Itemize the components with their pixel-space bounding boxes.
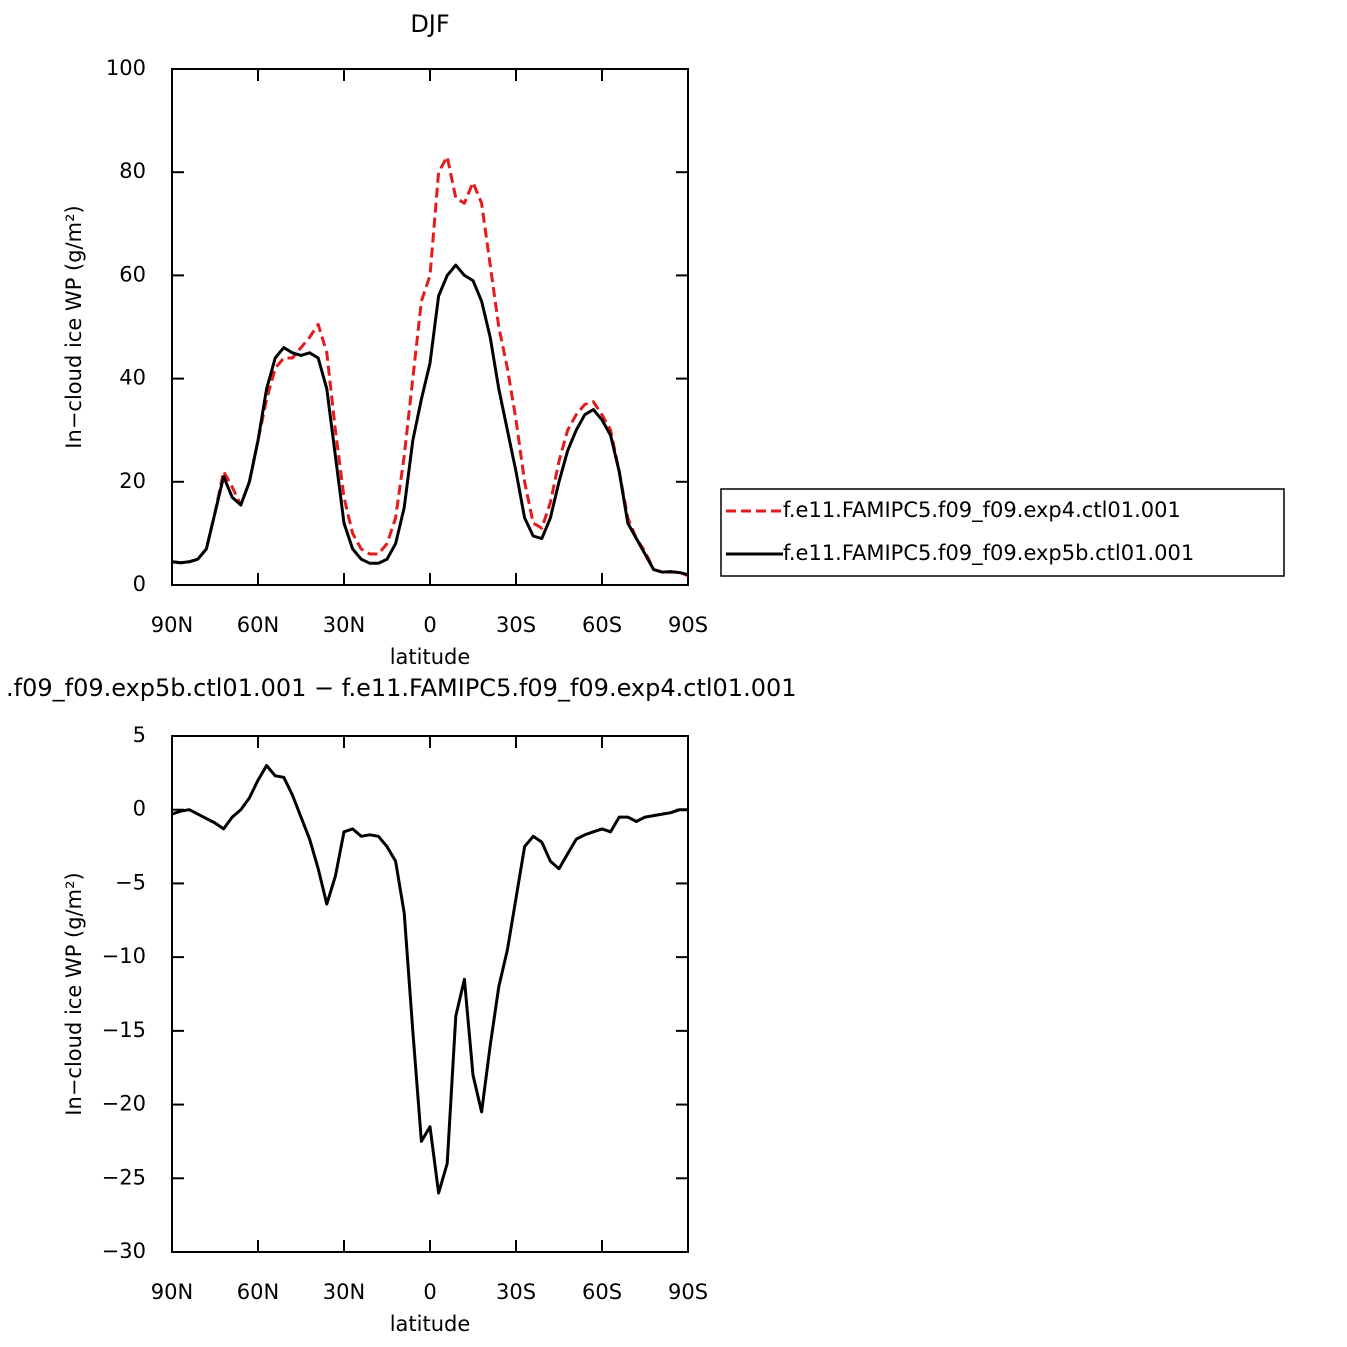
y-tick-label: 20 <box>119 469 146 493</box>
plot-frame <box>171 735 689 1253</box>
x-tick-label: 30N <box>323 1280 365 1304</box>
x-tick-label: 60N <box>237 613 279 637</box>
x-tick-label: 30S <box>496 1280 536 1304</box>
data-line <box>171 263 689 577</box>
x-tick-label: 60S <box>582 613 622 637</box>
y-tick-label: −5 <box>115 870 146 894</box>
x-tick-label: 0 <box>423 613 436 637</box>
legend-label: f.e11.FAMIPC5.f09_f09.exp5b.ctl01.001 <box>783 541 1194 566</box>
legend-box <box>720 488 1285 577</box>
legend-label: f.e11.FAMIPC5.f09_f09.exp4.ctl01.001 <box>783 498 1181 523</box>
y-tick-label: 60 <box>119 262 146 286</box>
x-tick-label: 90N <box>151 613 193 637</box>
x-axis-label: latitude <box>390 645 471 669</box>
y-tick-label: −10 <box>102 944 146 968</box>
x-tick-label: 30S <box>496 613 536 637</box>
y-tick-label: −25 <box>102 1165 146 1189</box>
x-tick-label: 90S <box>668 613 708 637</box>
y-tick-label: −30 <box>102 1239 146 1263</box>
x-axis-label: latitude <box>390 1312 471 1336</box>
y-tick-label: 100 <box>106 56 146 80</box>
y-tick-label: 0 <box>133 572 146 596</box>
plot-frame <box>171 68 689 586</box>
data-line <box>171 155 689 578</box>
data-line <box>171 764 688 1195</box>
x-tick-label: 60N <box>237 1280 279 1304</box>
y-tick-label: 0 <box>133 797 146 821</box>
y-tick-label: 5 <box>133 723 146 747</box>
chart-title: DJF <box>410 10 449 38</box>
y-tick-label: 80 <box>119 159 146 183</box>
x-tick-label: 30N <box>323 613 365 637</box>
x-tick-label: 90N <box>151 1280 193 1304</box>
chart-title: .f09_f09.exp5b.ctl01.001 − f.e11.FAMIPC5… <box>6 674 797 702</box>
x-tick-label: 60S <box>582 1280 622 1304</box>
y-tick-label: 40 <box>119 366 146 390</box>
y-tick-label: −15 <box>102 1018 146 1042</box>
y-axis-label: In−cloud ice WP (g/m²) <box>62 205 86 448</box>
x-tick-label: 0 <box>423 1280 436 1304</box>
x-tick-label: 90S <box>668 1280 708 1304</box>
y-axis-label: In−cloud ice WP (g/m²) <box>62 872 86 1115</box>
y-tick-label: −20 <box>102 1092 146 1116</box>
